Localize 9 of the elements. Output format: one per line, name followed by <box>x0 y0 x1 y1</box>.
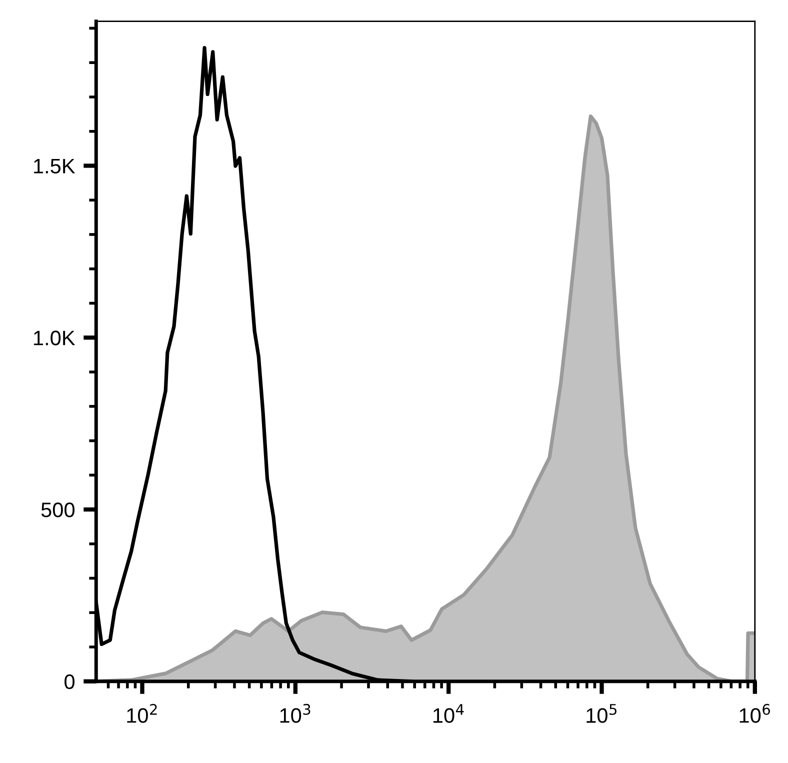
x-tick-label: 10$^{6}$ <box>740 704 770 723</box>
x-tick-label: 10$^{4}$ <box>433 704 464 723</box>
y-tick-label: 1.0K <box>34 330 76 346</box>
x-tick-label: 10$^{2}$ <box>127 704 157 723</box>
x-tick-label: 10$^{3}$ <box>280 704 310 723</box>
y-tick-label: 500 <box>41 502 74 518</box>
y-tick-label: 1.5K <box>34 158 76 174</box>
x-tick-label: 10$^{5}$ <box>586 704 616 723</box>
y-tick-label: 0 <box>64 674 74 690</box>
